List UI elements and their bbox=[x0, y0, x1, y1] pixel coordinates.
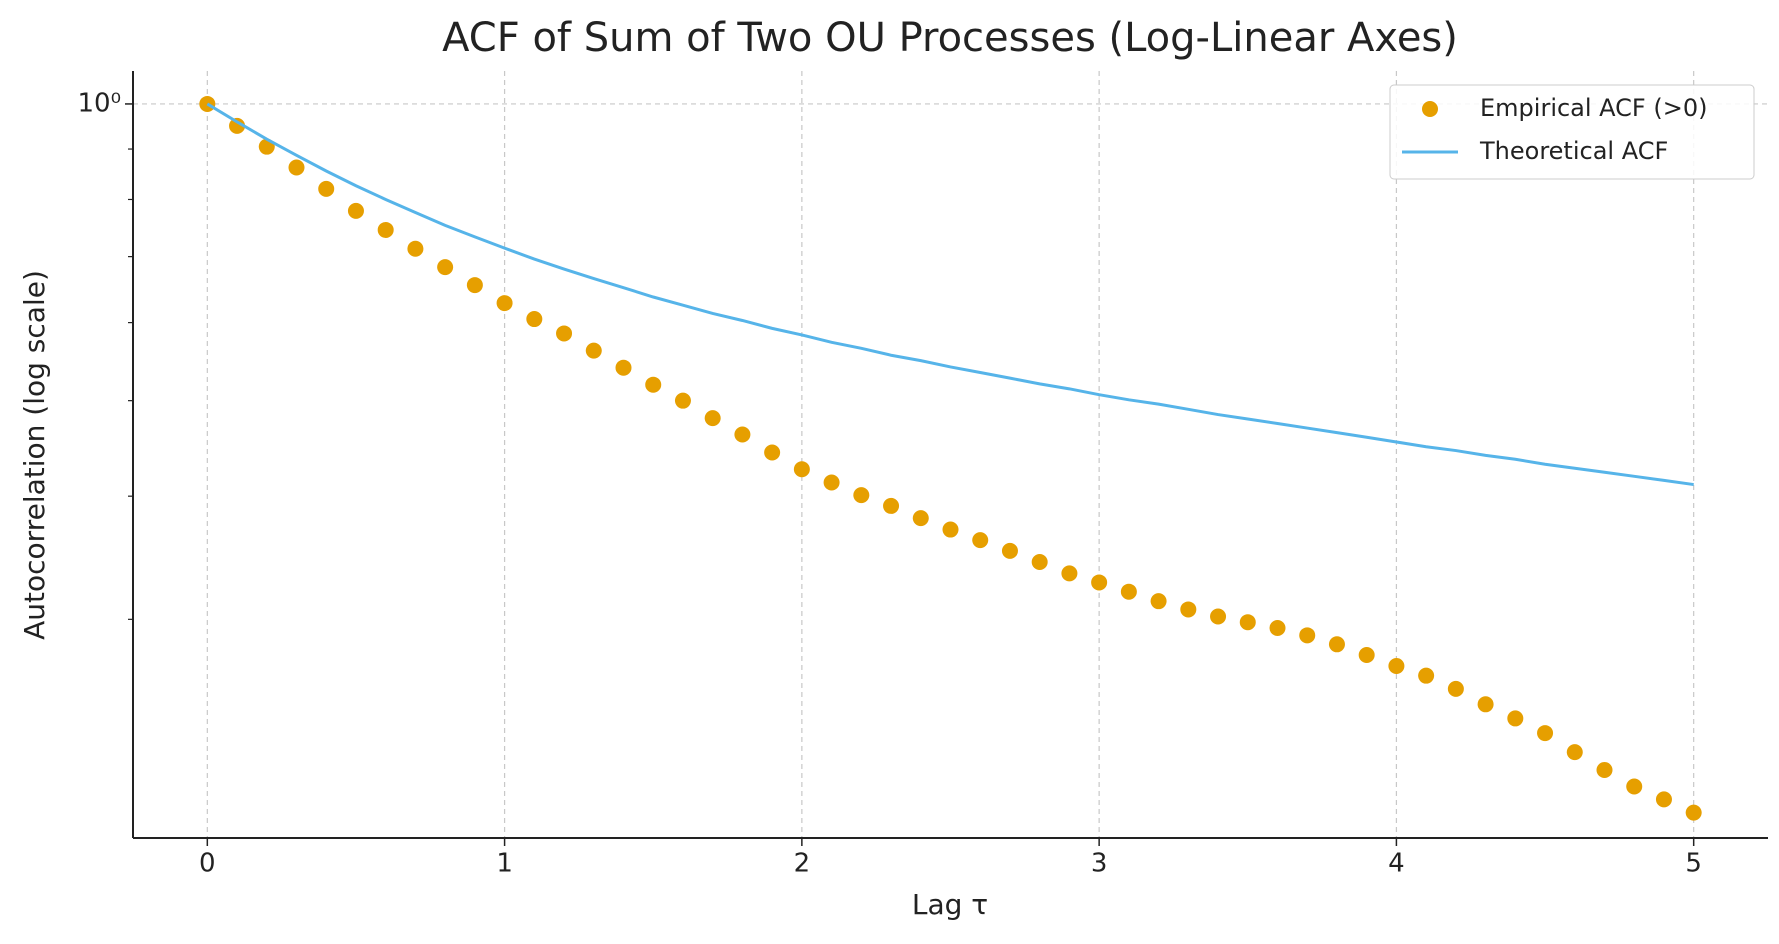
data-point bbox=[1120, 583, 1137, 600]
data-point bbox=[704, 410, 721, 427]
x-tick-label: 3 bbox=[1091, 849, 1108, 879]
data-point bbox=[1507, 710, 1524, 727]
data-point bbox=[1626, 778, 1643, 795]
legend-marker bbox=[1422, 101, 1438, 117]
data-point bbox=[1685, 804, 1702, 821]
data-point bbox=[1328, 636, 1345, 653]
legend-box bbox=[1389, 84, 1755, 180]
data-point bbox=[1388, 658, 1405, 675]
x-axis-label: Lag τ bbox=[912, 888, 988, 921]
data-point bbox=[912, 510, 929, 527]
x-tick-label: 0 bbox=[199, 849, 216, 879]
data-point bbox=[288, 159, 305, 176]
data-point bbox=[645, 376, 662, 393]
data-point bbox=[942, 521, 959, 538]
data-point bbox=[615, 359, 632, 376]
x-tick-label: 1 bbox=[496, 849, 513, 879]
x-tick-label: 2 bbox=[794, 849, 811, 879]
data-point bbox=[556, 325, 573, 342]
data-point bbox=[1418, 667, 1435, 684]
data-point bbox=[1566, 744, 1583, 761]
data-point bbox=[1299, 627, 1316, 644]
data-point bbox=[972, 532, 989, 549]
data-point bbox=[229, 117, 246, 134]
data-point bbox=[466, 277, 483, 294]
data-point bbox=[1477, 696, 1494, 713]
y-axis-label: Autocorrelation (log scale) bbox=[18, 270, 51, 640]
data-point bbox=[377, 221, 394, 238]
data-point bbox=[1150, 593, 1167, 610]
data-point bbox=[1239, 614, 1256, 631]
data-point bbox=[1210, 608, 1227, 625]
x-tick-label: 5 bbox=[1685, 849, 1702, 879]
data-point bbox=[318, 180, 335, 197]
data-point bbox=[1269, 619, 1286, 636]
data-point bbox=[1537, 725, 1554, 742]
data-point bbox=[734, 426, 751, 443]
data-point bbox=[437, 259, 454, 276]
data-point bbox=[1596, 761, 1613, 778]
data-point bbox=[496, 295, 513, 312]
data-point bbox=[347, 202, 364, 219]
data-point bbox=[764, 444, 781, 461]
data-point bbox=[1180, 601, 1197, 618]
chart-title: ACF of Sum of Two OU Processes (Log-Line… bbox=[442, 15, 1458, 61]
legend-label: Empirical ACF (>0) bbox=[1480, 94, 1707, 122]
data-point bbox=[674, 392, 691, 409]
y-tick-label: 10⁰ bbox=[77, 88, 121, 118]
x-tick-label: 4 bbox=[1388, 849, 1405, 879]
data-point bbox=[853, 487, 870, 504]
data-point bbox=[526, 311, 543, 328]
data-point bbox=[1061, 565, 1078, 582]
data-point bbox=[1031, 553, 1048, 570]
data-point bbox=[407, 240, 424, 257]
data-point bbox=[1358, 647, 1375, 664]
data-point bbox=[793, 461, 810, 478]
legend-label: Theoretical ACF bbox=[1479, 137, 1668, 165]
data-point bbox=[1091, 574, 1108, 591]
data-point bbox=[823, 474, 840, 491]
data-point bbox=[883, 497, 900, 514]
data-point bbox=[1655, 791, 1672, 808]
data-point bbox=[585, 342, 602, 359]
data-point bbox=[1447, 680, 1464, 697]
data-line bbox=[206, 102, 1694, 487]
data-point bbox=[1001, 542, 1018, 559]
